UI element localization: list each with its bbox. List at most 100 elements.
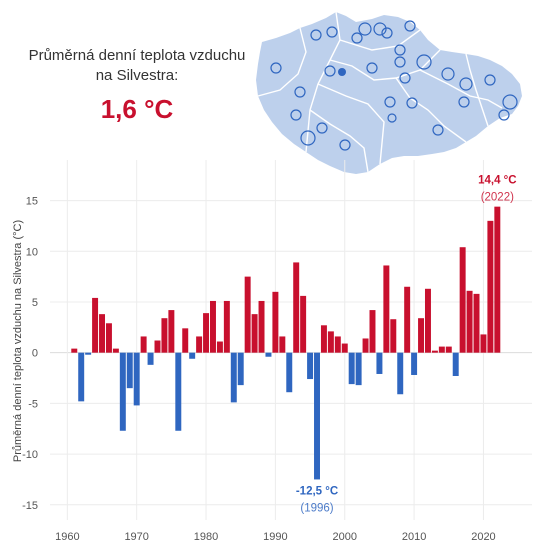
bar-1972 (147, 352, 154, 365)
bar-1992 (286, 352, 293, 393)
headline-value: 1,6 °C (100, 94, 174, 124)
bar-2014 (438, 346, 445, 353)
bar-2017 (459, 247, 466, 353)
map-station-st19 (484, 74, 496, 86)
map-border (257, 27, 307, 97)
map-station-st2 (326, 26, 338, 38)
bar-1978 (189, 352, 196, 359)
bar-1998 (327, 331, 334, 353)
bar-2020 (480, 334, 487, 353)
map-station-st10 (324, 65, 336, 77)
bar-2004 (369, 310, 376, 353)
map-station-st17 (441, 67, 455, 81)
map-station-st3 (351, 32, 363, 44)
bar-1994 (300, 295, 307, 353)
bar-1993 (293, 262, 300, 353)
bar-1964 (92, 297, 99, 353)
map-border (395, 77, 467, 143)
bar-2015 (445, 346, 452, 353)
bar-1995 (307, 352, 314, 380)
bar-1988 (258, 300, 265, 353)
y-tick-label: 5 (32, 297, 38, 309)
chart-bars (71, 206, 501, 480)
map-station-st1 (310, 29, 322, 41)
bar-2002 (355, 352, 362, 386)
bar-2011 (418, 318, 425, 353)
bar-1963 (85, 352, 92, 355)
y-tick-label: -15 (22, 500, 38, 512)
y-tick-label: -5 (28, 398, 38, 410)
bar-1962 (78, 352, 85, 402)
bar-1979 (196, 336, 203, 353)
bar-1966 (105, 323, 112, 353)
bar-2001 (348, 352, 355, 385)
map-station-st14 (366, 62, 378, 74)
headline-line-1: Průměrná denní teplota vzduchu (28, 47, 246, 64)
bar-1986 (244, 276, 251, 353)
bar-2000 (341, 343, 348, 353)
bar-1982 (216, 341, 223, 353)
bar-2012 (424, 288, 431, 353)
bar-2009 (404, 286, 411, 353)
map-border (305, 11, 341, 153)
map-station-st22 (399, 72, 411, 84)
map-station-st30 (394, 44, 406, 56)
map-station-st16 (416, 54, 432, 70)
map-border (419, 69, 503, 109)
map-station-st20 (502, 94, 518, 110)
bar-1965 (99, 314, 105, 353)
bar-2008 (397, 352, 404, 395)
x-tick-label: 2010 (402, 531, 426, 543)
y-axis-label: Průměrná denní teplota vzduchu na Silves… (12, 220, 24, 462)
map-station-st21 (458, 96, 470, 108)
map-station-st27 (339, 139, 351, 151)
bar-1980 (203, 313, 210, 353)
bar-1970 (133, 352, 140, 406)
map-border (339, 29, 421, 51)
map-border (309, 109, 369, 173)
bar-1967 (112, 348, 119, 353)
bar-2010 (411, 352, 418, 375)
y-tick-label: 10 (26, 246, 38, 258)
x-tick-label: 1980 (194, 531, 218, 543)
map-station-st6 (381, 27, 393, 39)
bar-1989 (265, 352, 272, 357)
chart-annotations: 14,4 °C (2022) -12,5 °C (1996) (296, 175, 517, 515)
bar-2005 (376, 352, 383, 374)
bar-2016 (452, 352, 459, 376)
bar-2021 (487, 220, 494, 353)
bar-1969 (126, 352, 133, 389)
bar-1983 (223, 300, 230, 353)
annotation-value-1996: -12,5 °C (296, 485, 338, 497)
bar-2019 (473, 293, 480, 353)
annotation-year-1996: (1996) (300, 502, 333, 514)
map-station-st28 (498, 109, 510, 121)
bar-2013 (431, 350, 438, 353)
map-station-st4 (358, 22, 372, 36)
map-station-st11 (290, 109, 302, 121)
bar-1981 (209, 300, 216, 353)
map-station-st15 (394, 56, 406, 68)
bar-1961 (71, 348, 78, 353)
bar-1996 (314, 352, 320, 480)
x-tick-label: 1970 (124, 531, 148, 543)
headline-line-2: na Silvestra: (95, 67, 179, 84)
bar-1997 (320, 325, 327, 353)
map-station-st25 (432, 124, 444, 136)
y-tick-label: -10 (22, 449, 38, 461)
bar-1990 (272, 291, 279, 353)
x-tick-label: 1960 (55, 531, 79, 543)
y-tick-label: 0 (32, 348, 38, 360)
map-station-st9 (294, 86, 306, 98)
x-axis-ticks: 1960 1970 1980 1990 2000 2010 2020 (55, 531, 496, 543)
map-border (329, 49, 441, 81)
y-tick-label: 15 (26, 196, 38, 208)
bar-1975 (168, 310, 175, 353)
map-station-st18 (459, 77, 473, 91)
map-border (317, 83, 385, 165)
bar-2022 (494, 206, 501, 353)
bar-1974 (161, 318, 168, 353)
x-tick-label: 1990 (263, 531, 287, 543)
bar-1973 (154, 340, 161, 353)
